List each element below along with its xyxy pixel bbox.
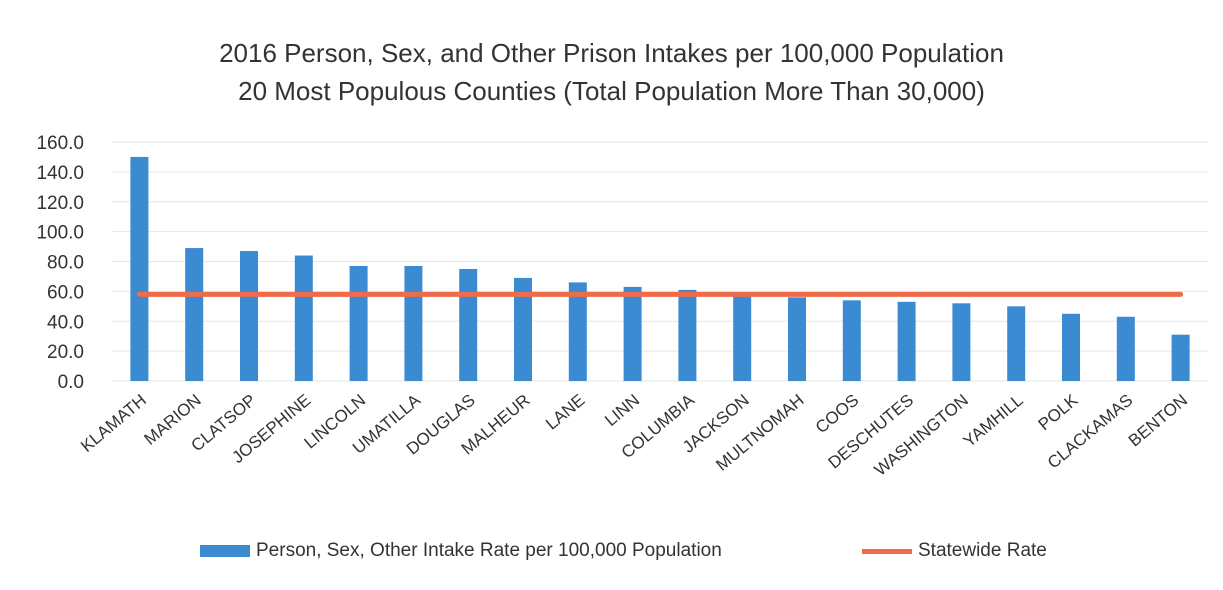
bar-josephine — [294, 255, 313, 381]
bar-jackson — [733, 294, 752, 381]
y-tick-label: 20.0 — [47, 342, 84, 363]
y-tick-label: 140.0 — [36, 163, 84, 184]
legend-item-statewide-rate: Statewide Rate — [862, 540, 1047, 562]
y-tick-label: 160.0 — [36, 133, 84, 154]
x-tick-label: BENTON — [1125, 391, 1191, 451]
y-tick-label: 100.0 — [36, 223, 84, 244]
bar-douglas — [459, 268, 478, 381]
legend-label-intake-rate: Person, Sex, Other Intake Rate per 100,0… — [256, 540, 722, 561]
chart-title: 2016 Person, Sex, and Other Prison Intak… — [219, 38, 1004, 68]
x-tick-label: WASHINGTON — [871, 391, 972, 480]
bar-polk — [1062, 313, 1080, 381]
x-tick-label: KLAMATH — [77, 391, 150, 456]
y-tick-label: 80.0 — [47, 253, 84, 274]
legend-swatch-bar — [200, 545, 250, 557]
bar-coos — [842, 300, 861, 381]
x-tick-label: YAMHILL — [960, 391, 1027, 452]
bar-marion — [185, 248, 204, 381]
bar-umatilla — [404, 265, 423, 381]
legend-label-statewide-rate: Statewide Rate — [918, 540, 1047, 561]
bar-yamhill — [1007, 306, 1026, 381]
bar-deschutes — [897, 301, 916, 381]
x-tick-label: POLK — [1035, 390, 1082, 434]
bar-clackamas — [1116, 316, 1135, 381]
bar-clatsop — [240, 251, 258, 381]
x-tick-label: COOS — [812, 391, 863, 438]
legend-item-intake-rate: Person, Sex, Other Intake Rate per 100,0… — [200, 540, 722, 562]
bar-klamath — [130, 156, 149, 381]
chart-subtitle: 20 Most Populous Counties (Total Populat… — [238, 76, 985, 106]
bar-benton — [1171, 334, 1190, 381]
bar-lane — [568, 282, 587, 381]
y-tick-label: 120.0 — [36, 193, 84, 214]
bar-washington — [952, 303, 971, 381]
legend-swatch-line — [862, 548, 912, 554]
bar-linn — [623, 286, 642, 381]
bar-multnomah — [788, 297, 806, 381]
bar-malheur — [514, 277, 532, 381]
y-tick-label: 40.0 — [47, 312, 84, 333]
y-tick-label: 0.0 — [58, 372, 84, 393]
bar-columbia — [678, 289, 697, 381]
x-tick-label: LANE — [542, 391, 588, 434]
bar-lincoln — [349, 265, 368, 381]
x-tick-label: LINN — [601, 391, 643, 430]
y-tick-label: 60.0 — [47, 282, 84, 303]
